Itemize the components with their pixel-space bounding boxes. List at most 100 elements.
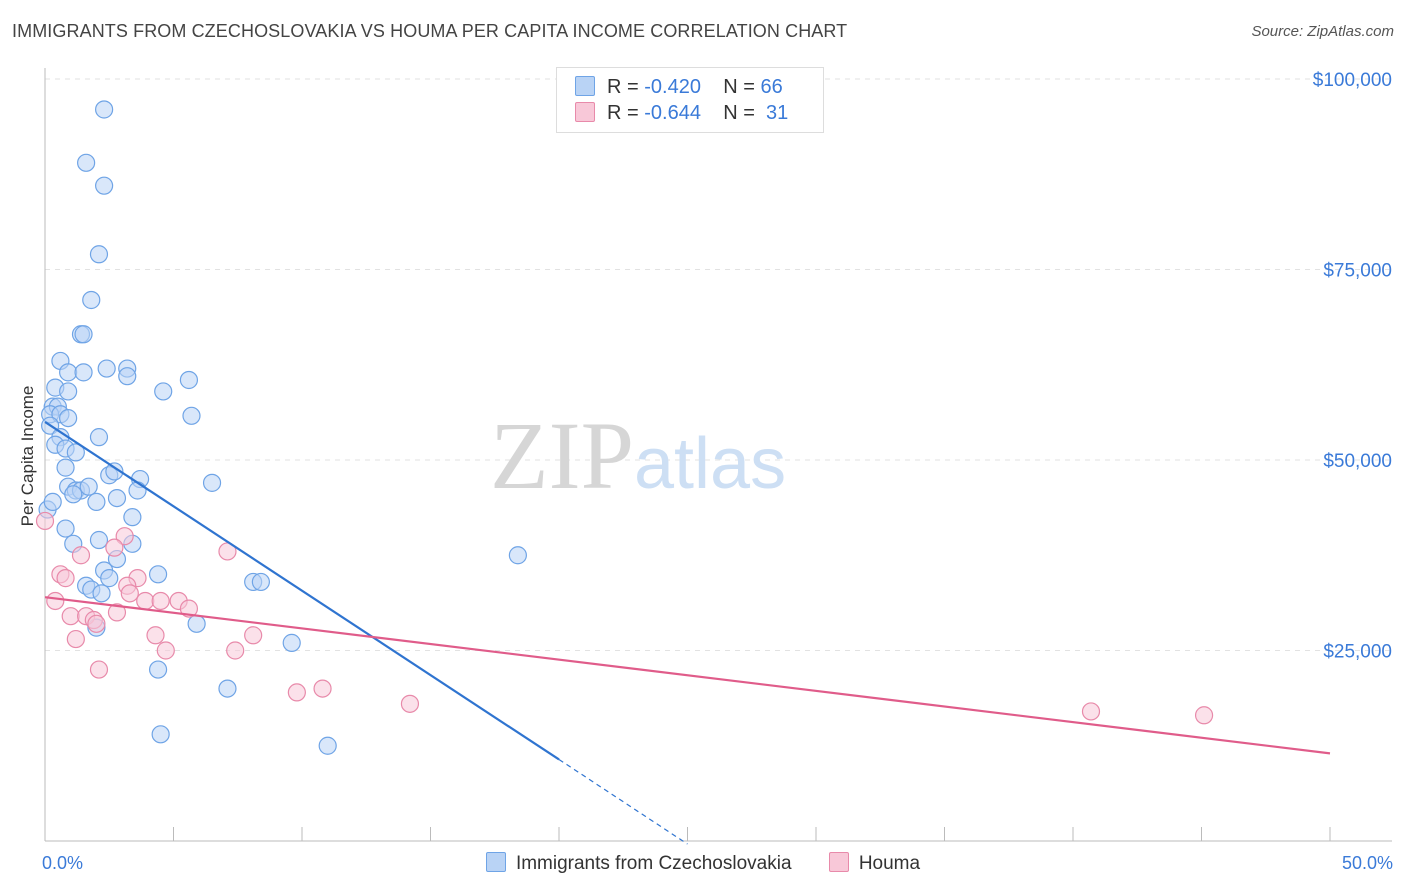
trend-line-czechoslovakia <box>44 420 560 761</box>
y-tick-label: $100,000 <box>1313 70 1392 91</box>
n-value: 66 <box>760 76 783 98</box>
y-tick-label: $50,000 <box>1323 451 1392 472</box>
point-czechoslovakia <box>508 546 527 565</box>
point-houma <box>115 527 134 546</box>
n-value: 31 <box>766 102 789 124</box>
point-houma <box>400 694 420 713</box>
watermark: ZIP atlas <box>490 402 786 509</box>
point-czechoslovakia <box>74 363 93 382</box>
point-czechoslovakia <box>148 565 168 584</box>
legend-swatch-houma <box>828 852 849 872</box>
trend-lines <box>44 420 1331 845</box>
point-czechoslovakia <box>43 492 62 512</box>
point-houma <box>1194 706 1214 725</box>
legend-swatch-czechoslovakia <box>575 76 595 96</box>
point-houma <box>120 584 139 603</box>
n-label: N = <box>723 76 755 98</box>
y-tick-label: $75,000 <box>1323 261 1392 282</box>
n-label: N = <box>723 102 755 124</box>
point-czechoslovakia <box>182 406 201 425</box>
point-houma <box>151 591 170 611</box>
stats-row-houma: R = -0.644 N = 31 <box>575 102 788 126</box>
point-czechoslovakia <box>154 382 173 401</box>
gridlines <box>45 78 1392 651</box>
point-houma <box>156 641 175 660</box>
point-czechoslovakia <box>179 370 199 390</box>
chart-title: IMMIGRANTS FROM CZECHOSLOVAKIA VS HOUMA … <box>12 21 848 41</box>
point-houma <box>1081 702 1101 721</box>
point-czechoslovakia <box>251 572 270 592</box>
legend-swatch-houma <box>575 102 595 122</box>
point-houma <box>105 538 124 557</box>
legend-label: Houma <box>858 853 921 874</box>
point-czechoslovakia <box>77 153 96 172</box>
r-value: -0.644 <box>644 102 701 124</box>
trend-line-houma <box>44 596 1331 755</box>
axes <box>44 68 1392 842</box>
point-houma <box>66 629 85 649</box>
point-czechoslovakia <box>56 458 75 477</box>
legend-item-czechoslovakia[interactable]: Immigrants from Czechoslovakia <box>485 852 792 875</box>
point-czechoslovakia <box>105 462 124 481</box>
point-houma <box>46 591 65 611</box>
point-czechoslovakia <box>92 584 111 603</box>
stats-row-czechoslovakia: R = -0.420 N = 66 <box>575 76 783 100</box>
watermark-atlas: atlas <box>634 424 786 504</box>
point-czechoslovakia <box>218 679 237 698</box>
point-houma <box>313 679 332 698</box>
x-tick-labels: 0.0% 50.0% <box>42 853 1393 873</box>
point-czechoslovakia <box>89 530 109 550</box>
point-houma <box>71 546 91 565</box>
point-czechoslovakia <box>95 100 114 119</box>
point-czechoslovakia <box>95 176 114 195</box>
point-houma <box>107 603 127 622</box>
data-points <box>35 100 1214 755</box>
r-value: -0.420 <box>644 76 701 98</box>
point-czechoslovakia <box>118 367 137 386</box>
series-legend: Immigrants from Czechoslovakia Houma <box>0 852 1406 875</box>
point-czechoslovakia <box>97 359 116 378</box>
point-czechoslovakia <box>123 508 142 527</box>
source-label: Source: ZipAtlas.com <box>1251 23 1394 40</box>
point-houma <box>287 683 306 702</box>
point-czechoslovakia <box>64 485 83 504</box>
x-tick-label: 0.0% <box>42 853 83 873</box>
point-czechoslovakia <box>187 614 206 633</box>
point-houma <box>61 607 80 626</box>
y-tick-label: $25,000 <box>1323 642 1392 663</box>
y-tick-labels: $25,000 $50,000 $75,000 $100,000 <box>1313 70 1392 663</box>
point-houma <box>136 591 155 611</box>
stats-legend: R = -0.420 N = 66 R = -0.644 N = 31 <box>556 67 824 133</box>
r-label: R = <box>607 76 639 98</box>
legend-swatch-czechoslovakia <box>485 852 506 872</box>
point-czechoslovakia <box>59 382 78 401</box>
point-czechoslovakia <box>89 428 109 447</box>
point-houma <box>89 660 109 679</box>
point-czechoslovakia <box>79 477 98 496</box>
point-houma <box>179 599 199 618</box>
point-czechoslovakia <box>89 245 109 264</box>
point-houma <box>146 626 165 645</box>
point-czechoslovakia <box>151 725 170 744</box>
point-czechoslovakia <box>202 473 222 492</box>
legend-item-houma[interactable]: Houma <box>828 852 921 875</box>
trend-line-extension <box>558 758 688 845</box>
x-tick-label: 50.0% <box>1342 853 1393 873</box>
point-czechoslovakia <box>66 443 85 462</box>
point-houma <box>56 569 75 588</box>
watermark-zip: ZIP <box>490 402 634 509</box>
point-houma <box>87 614 106 633</box>
point-czechoslovakia <box>82 290 101 310</box>
point-czechoslovakia <box>87 492 106 512</box>
point-czechoslovakia <box>107 489 127 508</box>
point-houma <box>226 641 245 660</box>
point-czechoslovakia <box>148 660 168 679</box>
point-czechoslovakia <box>282 633 301 652</box>
r-label: R = <box>607 102 639 124</box>
point-houma <box>244 626 263 645</box>
point-czechoslovakia <box>128 481 147 500</box>
point-czechoslovakia <box>59 363 78 382</box>
point-czechoslovakia <box>318 736 337 755</box>
point-czechoslovakia <box>59 408 78 428</box>
